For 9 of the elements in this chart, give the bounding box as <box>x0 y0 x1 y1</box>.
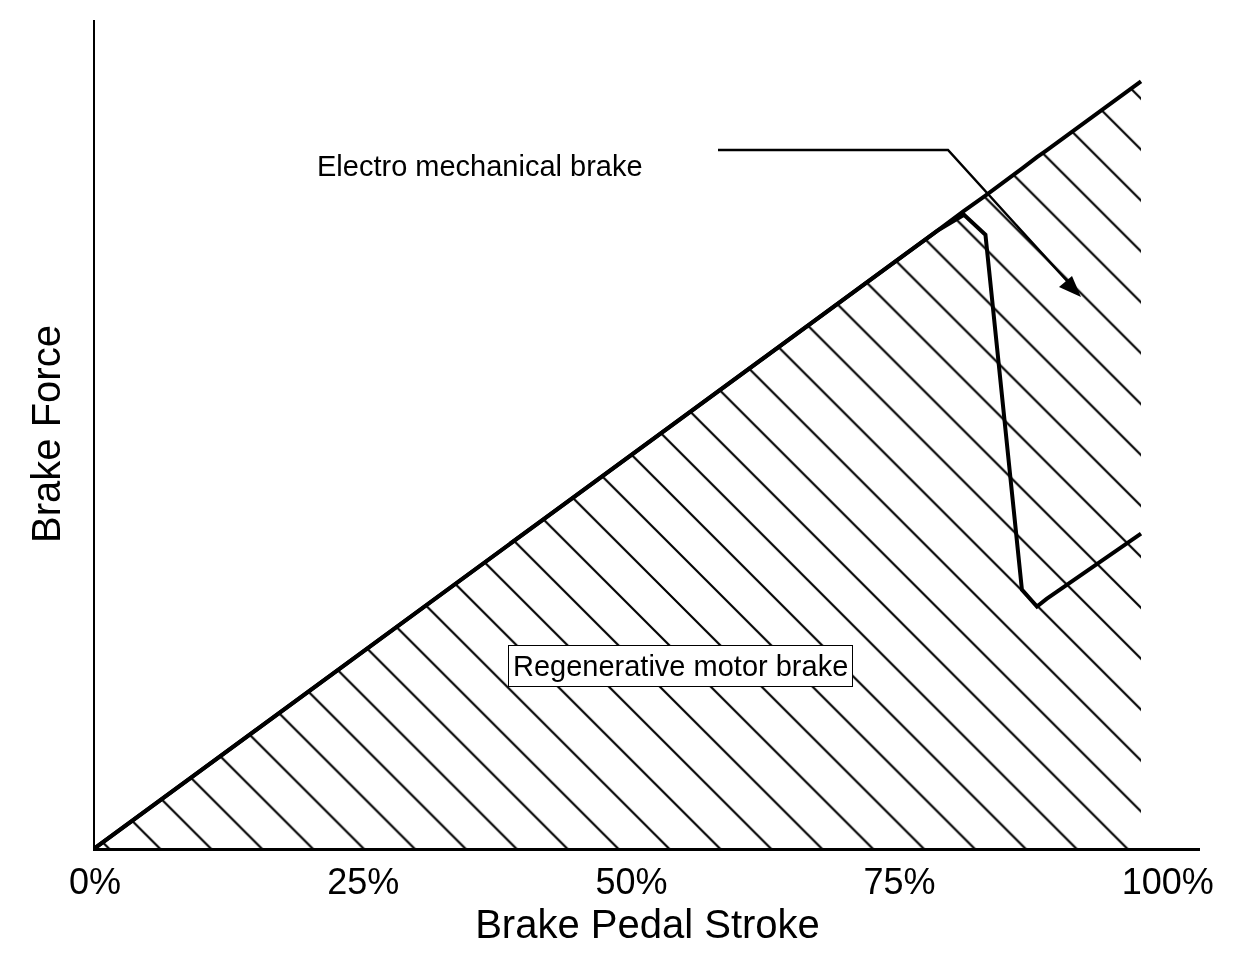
x-tick-label: 0% <box>68 860 122 902</box>
x-axis-title: Brake Pedal Stroke <box>475 902 820 947</box>
annotation: Electro mechanical brake <box>317 150 643 182</box>
x-tick-label: 25% <box>327 860 400 902</box>
x-tick-label: 100% <box>1121 860 1214 902</box>
x-tick-label: 75% <box>863 860 936 902</box>
y-axis-title: Brake Force <box>23 325 68 543</box>
x-tick-label: 50% <box>595 860 668 902</box>
annotation: Regenerative motor brake <box>513 650 849 682</box>
